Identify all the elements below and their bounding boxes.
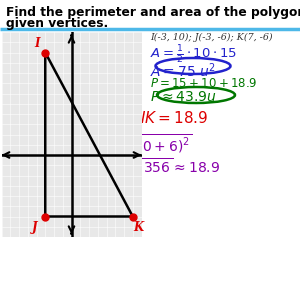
Text: $IJ=15\ ,\ JK=10\ ,\ IK=18.9$: $IJ=15\ ,\ JK=10\ ,\ IK=18.9$ bbox=[5, 109, 208, 128]
Text: $IK=\sqrt{(-3-7)^2+(10+6)^2}$: $IK=\sqrt{(-3-7)^2+(10+6)^2}$ bbox=[5, 132, 193, 156]
Text: $A=\frac{1}{2}\cdot 10\cdot 15$: $A=\frac{1}{2}\cdot 10\cdot 15$ bbox=[150, 44, 237, 66]
Text: given vertices.: given vertices. bbox=[6, 17, 108, 30]
Text: K: K bbox=[134, 221, 144, 234]
Text: $IK=\sqrt{100+256}=\sqrt{356}\approx 18.9$: $IK=\sqrt{100+256}=\sqrt{356}\approx 18.… bbox=[5, 157, 220, 176]
Text: $P=15+10+18.9$: $P=15+10+18.9$ bbox=[150, 77, 258, 90]
Text: J: J bbox=[32, 221, 38, 234]
Text: I(-3, 10); J(-3, -6); K(7, -6): I(-3, 10); J(-3, -6); K(7, -6) bbox=[150, 33, 273, 42]
Text: $P\approx 43.9u$: $P\approx 43.9u$ bbox=[150, 90, 217, 104]
Text: I: I bbox=[34, 37, 40, 50]
Text: $A=75\ u^2$: $A=75\ u^2$ bbox=[150, 61, 216, 80]
Text: Find the perimeter and area of the polygon with the: Find the perimeter and area of the polyg… bbox=[6, 6, 300, 19]
